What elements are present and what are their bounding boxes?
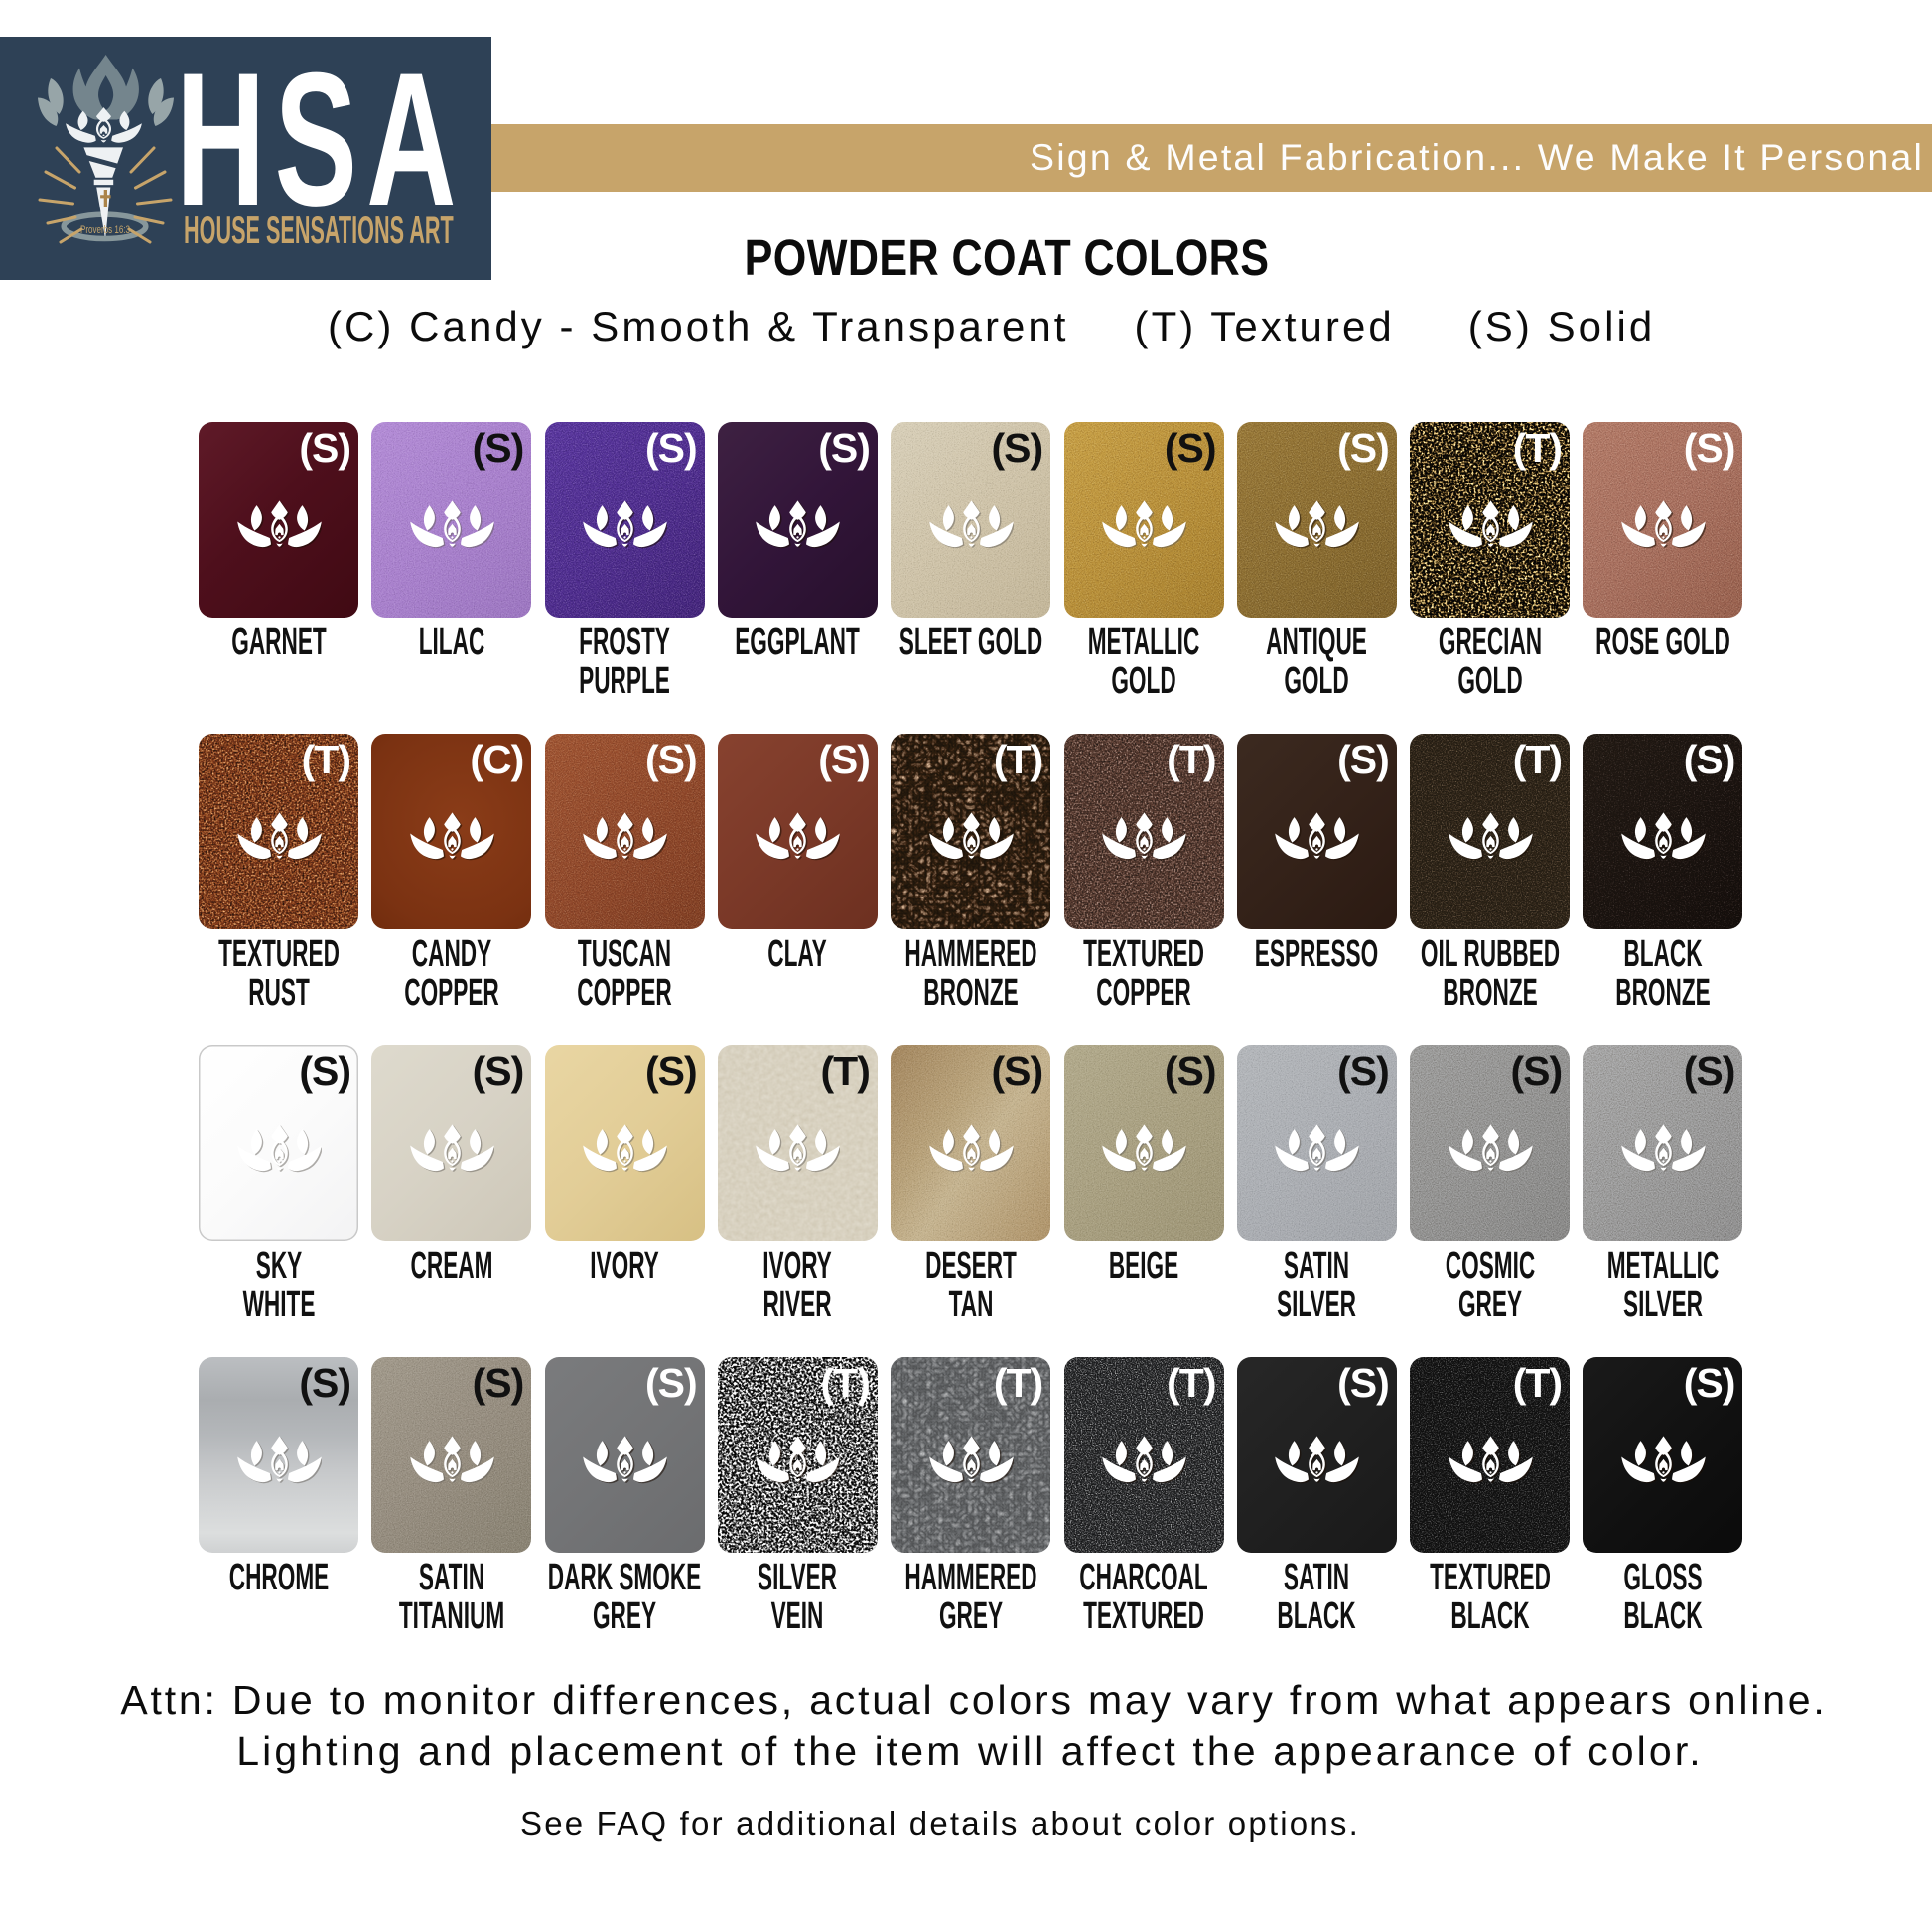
svg-text:Proverbs 16:3: Proverbs 16:3	[80, 224, 130, 236]
